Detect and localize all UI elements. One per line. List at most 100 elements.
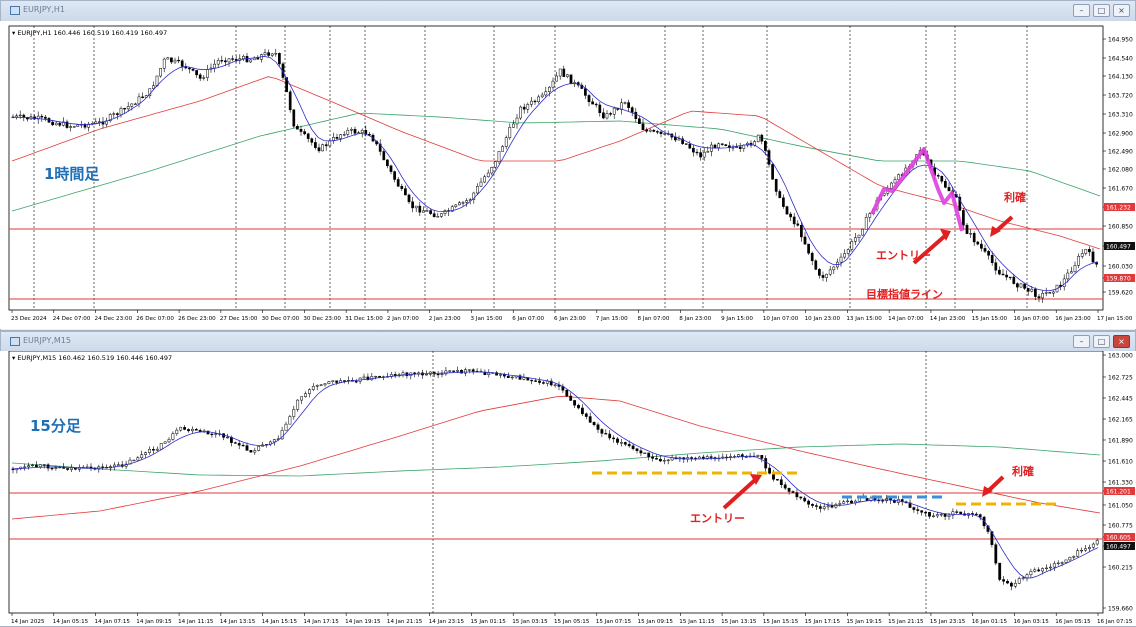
price-axis-label: 160.775 bbox=[1108, 523, 1133, 530]
candle-body bbox=[152, 449, 155, 451]
time-axis-label: 26 Dec 07:00 bbox=[136, 316, 174, 322]
candle-body bbox=[1048, 292, 1052, 294]
candle-body bbox=[508, 127, 512, 138]
candle-body bbox=[1088, 547, 1091, 549]
candle-body bbox=[825, 273, 828, 278]
candle-body bbox=[623, 442, 627, 445]
candle-body bbox=[1010, 582, 1013, 587]
price-axis-label: 159.620 bbox=[1108, 290, 1133, 297]
time-axis-label: 27 Dec 15:00 bbox=[220, 316, 258, 322]
candle-body bbox=[350, 129, 353, 131]
candle-body bbox=[471, 369, 475, 372]
candle-body bbox=[566, 74, 569, 77]
candle-body bbox=[1073, 265, 1077, 272]
close-button[interactable]: × bbox=[1113, 4, 1130, 17]
time-axis-label: 15 Jan 11:15 bbox=[679, 619, 715, 625]
window-titlebar[interactable]: EURJPY,H1 – □ × bbox=[1, 1, 1135, 21]
maximize-button[interactable]: □ bbox=[1093, 335, 1110, 348]
candle-body bbox=[136, 457, 140, 461]
candle-body bbox=[544, 91, 548, 96]
candle-body bbox=[314, 142, 317, 148]
candle-body bbox=[483, 176, 486, 183]
candle-body bbox=[242, 56, 245, 59]
candle-body bbox=[450, 206, 454, 212]
price-axis-label: 160.497 bbox=[1106, 544, 1131, 551]
price-axis-label: 163.720 bbox=[1108, 93, 1133, 100]
take-profit-annotation: 利確 bbox=[1012, 464, 1034, 478]
candle-body bbox=[1025, 574, 1029, 579]
candle-body bbox=[360, 129, 364, 133]
time-axis-label: 14 Jan 15:15 bbox=[262, 619, 298, 625]
candle-body bbox=[701, 456, 705, 459]
time-axis-label: 14 Jan 07:15 bbox=[95, 619, 131, 625]
candle-body bbox=[627, 444, 631, 447]
candle-body bbox=[38, 464, 42, 468]
candle-body bbox=[916, 509, 920, 511]
candle-body bbox=[972, 233, 976, 243]
candle-body bbox=[792, 216, 796, 225]
price-axis-label: 162.490 bbox=[1108, 149, 1133, 156]
plot-frame bbox=[8, 25, 1104, 311]
time-axis-label: 24 Dec 23:00 bbox=[95, 316, 133, 322]
candle-body bbox=[346, 129, 350, 135]
time-axis-label: 3 Jan 15:00 bbox=[470, 316, 502, 322]
candle-body bbox=[803, 236, 807, 245]
minimize-button[interactable]: – bbox=[1073, 4, 1090, 17]
candle-body bbox=[728, 145, 731, 149]
time-axis-label: 15 Jan 05:15 bbox=[554, 619, 590, 625]
entry-arrow bbox=[722, 478, 757, 510]
candle-body bbox=[487, 372, 491, 375]
time-axis-label: 2 Jan 23:00 bbox=[429, 316, 461, 322]
candle-body bbox=[612, 107, 616, 115]
take-profit-arrow-head bbox=[990, 226, 1001, 237]
price-chart-m15[interactable]: ▾ EURJPY,M15 160.462 160.519 160.446 160… bbox=[0, 351, 1136, 626]
candle-body bbox=[249, 59, 252, 63]
candle-body bbox=[631, 445, 635, 450]
moving-average-long bbox=[11, 443, 1101, 477]
close-button[interactable]: × bbox=[1113, 335, 1130, 348]
candle-body bbox=[51, 121, 54, 126]
candle-body bbox=[724, 144, 728, 146]
candle-body bbox=[1068, 557, 1072, 561]
candle-body bbox=[803, 497, 807, 502]
candle-body bbox=[194, 428, 198, 431]
candle-body bbox=[58, 122, 62, 126]
candle-body bbox=[965, 224, 969, 234]
candle-body bbox=[1017, 578, 1021, 584]
candle-body bbox=[177, 59, 180, 62]
candle-body bbox=[270, 53, 274, 56]
candle-body bbox=[418, 205, 422, 213]
candle-body bbox=[731, 147, 735, 149]
candle-body bbox=[173, 59, 177, 63]
candle-body bbox=[602, 112, 605, 119]
candle-body bbox=[692, 147, 695, 153]
candle-body bbox=[818, 269, 821, 276]
candle-body bbox=[584, 88, 587, 96]
candle-body bbox=[1001, 273, 1005, 276]
price-chart-h1[interactable]: ▾ EURJPY,H1 160.446 160.519 160.419 160.… bbox=[0, 21, 1136, 329]
minimize-button[interactable]: – bbox=[1073, 335, 1090, 348]
price-axis-label: 161.670 bbox=[1108, 186, 1133, 193]
candle-body bbox=[319, 384, 323, 386]
time-axis-label: 14 Jan 2025 bbox=[11, 619, 45, 625]
candle-body bbox=[998, 562, 1002, 580]
price-tag bbox=[1104, 274, 1135, 282]
candle-body bbox=[1095, 540, 1099, 545]
price-tag bbox=[1104, 487, 1135, 495]
candle-body bbox=[864, 216, 868, 230]
candle-body bbox=[382, 151, 386, 161]
candle-body bbox=[237, 443, 241, 446]
window-titlebar[interactable]: EURJPY,M15 – □ × bbox=[1, 332, 1135, 352]
candle-body bbox=[501, 146, 504, 152]
candle-body bbox=[163, 441, 167, 444]
candle-body bbox=[400, 186, 404, 189]
time-axis-label: 14 Jan 07:00 bbox=[888, 316, 924, 322]
price-axis-label: 162.725 bbox=[1108, 375, 1133, 382]
time-axis-label: 14 Jan 09:15 bbox=[136, 619, 172, 625]
price-axis-label: 161.890 bbox=[1108, 438, 1133, 445]
candle-body bbox=[54, 467, 58, 469]
timeframe-label: 15分足 bbox=[30, 417, 82, 435]
candle-body bbox=[935, 514, 939, 517]
maximize-button[interactable]: □ bbox=[1093, 4, 1110, 17]
candle-body bbox=[519, 106, 522, 119]
